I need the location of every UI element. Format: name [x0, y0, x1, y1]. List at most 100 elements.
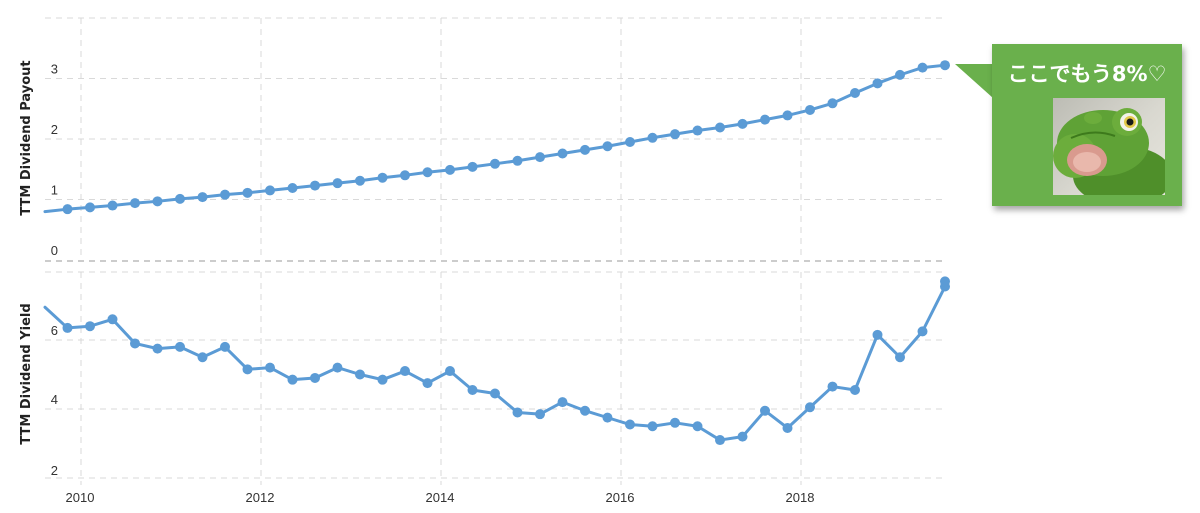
payout-point [602, 141, 613, 152]
yield-point [940, 276, 950, 287]
yield-point [670, 417, 680, 428]
payout-tick-label: 3 [51, 62, 58, 77]
yield-point [580, 405, 590, 416]
payout-point [692, 125, 703, 136]
yield-point [625, 419, 635, 430]
payout-point [895, 69, 905, 80]
payout-tick-label: 2 [51, 122, 58, 137]
yield-point [647, 421, 658, 432]
yield-point [197, 352, 208, 363]
yield-point [557, 397, 568, 408]
payout-point [332, 178, 343, 189]
yield-point [107, 314, 118, 325]
year-tick-label: 2018 [786, 490, 815, 505]
yield-point [220, 341, 230, 352]
payout-point [130, 198, 140, 209]
payout-point [265, 185, 275, 196]
yield-point [332, 362, 343, 373]
callout-pointer [955, 64, 993, 98]
yield-point [377, 374, 388, 385]
yield-tick-label: 6 [51, 323, 58, 338]
yield-tick-label: 4 [51, 392, 58, 407]
payout-point [490, 158, 500, 169]
frog-plush-photo [1053, 98, 1165, 195]
payout-point [175, 193, 185, 204]
payout-point [715, 122, 725, 133]
yield-point [805, 402, 815, 413]
payout-point [355, 175, 365, 186]
yield-point [175, 341, 185, 352]
yield-point [782, 422, 793, 433]
year-tick-label: 2010 [66, 490, 95, 505]
payout-point [242, 187, 253, 198]
payout-point [850, 88, 860, 99]
yield-gridlines [45, 271, 945, 479]
yield-point [602, 412, 613, 423]
yield-point [692, 421, 703, 432]
yield-point [490, 388, 500, 399]
payout-point [512, 155, 523, 166]
yield-point [422, 378, 433, 389]
yield-point [445, 366, 455, 377]
yield-point [715, 435, 725, 446]
payout-point [940, 60, 950, 71]
yield-point [265, 362, 275, 373]
payout-point [917, 62, 928, 73]
payout-point [422, 167, 433, 178]
yield-series [43, 276, 950, 446]
year-tick-label: 2016 [606, 490, 635, 505]
payout-tick-label: 1 [51, 183, 58, 198]
dividend-chart: 0 1 2 3 2 4 6 2010 2012 2014 2016 2018 TTM Divide… [19, 17, 950, 505]
payout-point [197, 192, 208, 203]
payout-point [625, 137, 635, 148]
yield-point [917, 326, 928, 337]
yield-point [355, 369, 365, 380]
yield-point [535, 409, 545, 420]
yield-point [310, 372, 320, 383]
yield-point [467, 385, 478, 396]
yield-point [872, 329, 883, 340]
yield-point [827, 381, 838, 392]
payout-axis-ticks: 0 1 2 3 [51, 62, 58, 259]
year-tick-label: 2012 [246, 490, 275, 505]
yield-point [850, 385, 860, 396]
callout-text: ここでもう8%♡ [1007, 62, 1167, 86]
yield-point [512, 407, 523, 418]
yield-point [895, 352, 905, 363]
payout-tick-label: 0 [51, 243, 58, 258]
payout-point [670, 129, 680, 140]
payout-point [737, 118, 748, 129]
year-tick-label: 2014 [426, 490, 455, 505]
yield-point [242, 364, 253, 375]
payout-point [827, 98, 838, 109]
payout-point [580, 144, 590, 155]
payout-point [85, 202, 95, 213]
payout-line [43, 63, 947, 214]
yield-line [43, 279, 947, 442]
payout-point [377, 172, 388, 183]
payout-point [647, 132, 658, 143]
payout-point [400, 170, 410, 181]
payout-point [805, 104, 815, 115]
payout-point [310, 180, 320, 191]
payout-point [152, 196, 163, 207]
payout-point [62, 204, 73, 215]
yield-axis-ticks: 2 4 6 [51, 323, 58, 478]
payout-point [535, 152, 545, 163]
yield-point [760, 405, 770, 416]
yield-point [152, 343, 163, 354]
payout-series [43, 60, 950, 215]
year-axis-ticks: 2010 2012 2014 2016 2018 [66, 490, 815, 505]
yield-point [85, 321, 95, 332]
yield-point [400, 366, 410, 377]
payout-gridlines [45, 17, 945, 200]
payout-point [445, 164, 455, 175]
yield-point [62, 322, 73, 333]
callout-box: ここでもう8%♡ [992, 44, 1182, 206]
yield-point [130, 338, 140, 349]
payout-point [220, 189, 230, 200]
payout-point [557, 148, 568, 159]
yield-axis-label: TTM Dividend Yield [19, 303, 34, 444]
year-gridlines [80, 18, 802, 485]
payout-point [872, 78, 883, 89]
